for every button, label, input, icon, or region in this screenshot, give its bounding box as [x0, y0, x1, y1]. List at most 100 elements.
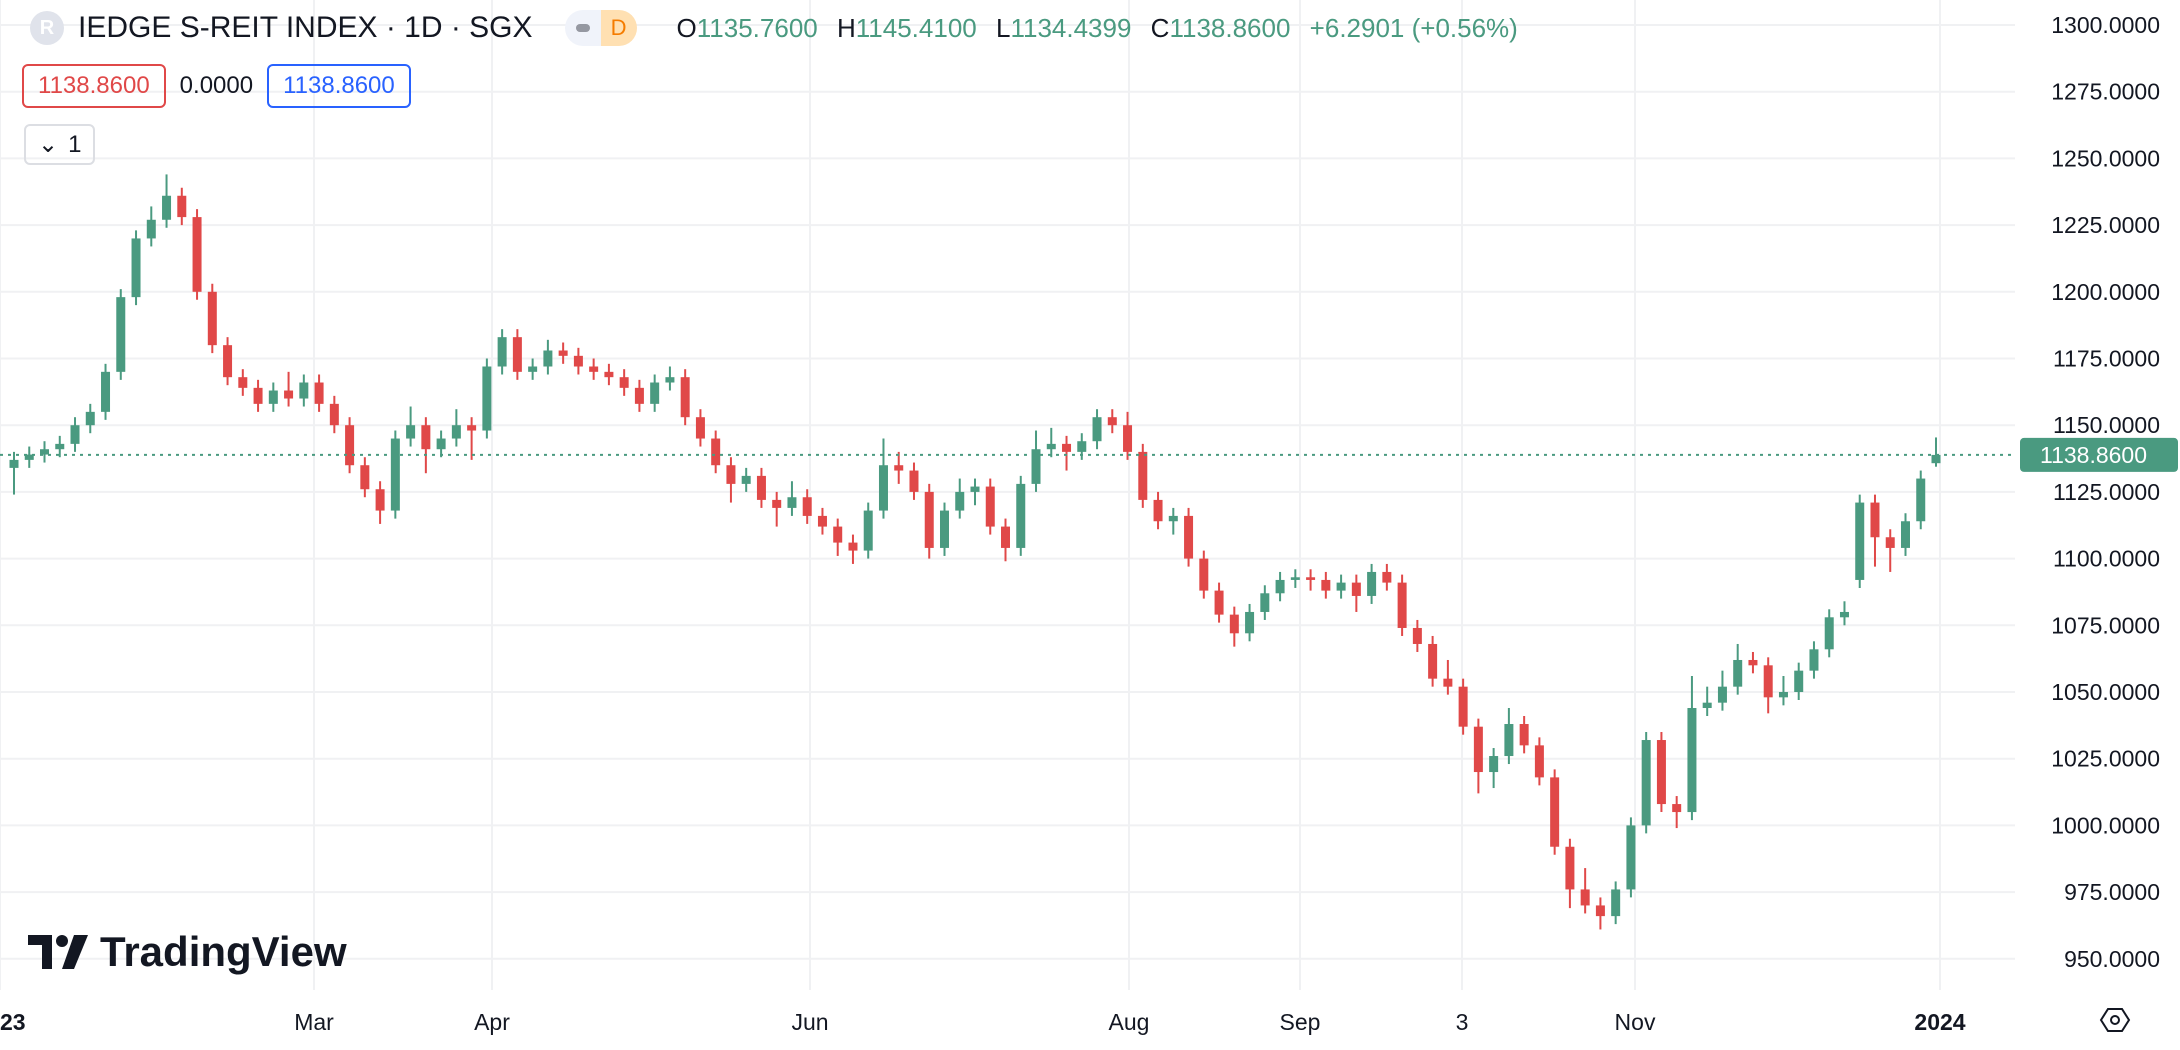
candle-body: [1839, 611, 1849, 618]
candle-body: [314, 382, 324, 404]
candle-body: [1367, 571, 1377, 596]
candle-body: [1565, 846, 1575, 890]
watermark-text: TradingView: [100, 928, 347, 975]
x-tick-label: 2024: [1914, 1009, 1965, 1035]
candle: [756, 467, 766, 508]
settings-icon[interactable]: [2099, 1008, 2131, 1032]
candle: [223, 337, 233, 386]
candle-body: [543, 350, 553, 367]
candle: [1321, 571, 1331, 599]
candle-body: [1672, 804, 1682, 813]
x-tick-label: Sep: [1280, 1009, 1321, 1035]
candle-body: [406, 425, 416, 439]
candle-body: [40, 449, 50, 455]
candle-body: [299, 382, 309, 399]
candle: [329, 395, 339, 434]
low-value: 1134.4399: [1010, 12, 1132, 43]
candle: [726, 457, 736, 503]
candle-body: [1184, 515, 1194, 559]
candle-body: [1473, 726, 1483, 773]
candle: [878, 438, 888, 519]
candle-body: [177, 195, 187, 218]
candle: [1473, 718, 1483, 794]
candle-body: [985, 486, 995, 527]
candle-body: [680, 377, 690, 418]
candle: [406, 406, 416, 447]
last-price-label: 1138.8600: [2020, 437, 2178, 472]
candle-body: [909, 470, 919, 492]
candle: [802, 489, 812, 524]
candle: [421, 417, 431, 474]
candle-body: [1275, 579, 1285, 594]
y-tick-label: 1275.0000: [2051, 79, 2160, 105]
candle: [1824, 609, 1834, 658]
candle-body: [1717, 686, 1727, 703]
candle-body: [558, 350, 568, 356]
interval-badge[interactable]: D: [564, 10, 637, 46]
y-tick-label: 950.0000: [2064, 946, 2160, 972]
candle-body: [1900, 521, 1910, 548]
candle-body: [1321, 579, 1331, 591]
candle: [1687, 675, 1697, 821]
candle: [299, 374, 309, 407]
candle-body: [238, 377, 248, 388]
candle-body: [1199, 558, 1209, 591]
sell-button[interactable]: 1138.8600: [22, 64, 166, 108]
collapse-indicators-button[interactable]: ⌄ 1: [24, 124, 96, 165]
candle-body: [9, 459, 19, 468]
candle: [924, 483, 934, 559]
candle: [85, 403, 95, 434]
candle: [1351, 574, 1361, 612]
candles: [9, 174, 1941, 930]
candle: [1489, 748, 1499, 789]
candle-body: [375, 489, 385, 511]
candle-body: [85, 411, 95, 426]
candle-body: [1824, 617, 1834, 650]
low-label: L: [995, 12, 1011, 43]
candle-body: [528, 366, 538, 372]
candle: [787, 481, 797, 516]
candle: [1001, 518, 1011, 562]
candle: [146, 206, 156, 247]
candle-body: [512, 337, 522, 372]
candle-body: [1580, 889, 1590, 906]
x-tick-label: Nov: [1615, 1009, 1656, 1035]
candle: [1504, 708, 1514, 765]
candle: [619, 369, 629, 396]
candle: [817, 507, 827, 535]
candle: [741, 467, 751, 492]
candle-body: [207, 291, 217, 346]
candle: [1153, 491, 1163, 530]
candle-body: [939, 510, 949, 548]
candle: [1809, 641, 1819, 679]
candle: [1229, 606, 1239, 647]
indicator-count: 1: [68, 130, 82, 158]
candle-body: [467, 425, 477, 431]
candle: [1046, 427, 1056, 458]
candle-body: [345, 425, 355, 466]
candle: [680, 369, 690, 426]
buy-button[interactable]: 1138.8600: [267, 64, 411, 108]
time-axis[interactable]: 2023 Mar Apr Jun Aug Sep 3 Nov 2024: [0, 1009, 1966, 1035]
candle: [1184, 507, 1194, 567]
candle: [543, 339, 553, 375]
candle: [634, 379, 644, 412]
candle-body: [1382, 571, 1392, 583]
candle: [711, 430, 721, 474]
change-value: +6.2901 (+0.56%): [1309, 12, 1518, 43]
candle-body: [1107, 417, 1117, 426]
x-tick-label: 2023: [0, 1009, 26, 1035]
candle-body: [1397, 582, 1407, 628]
tradingview-watermark[interactable]: TradingView: [28, 928, 347, 976]
symbol-title[interactable]: IEDGE S-REIT INDEX · 1D · SGX: [78, 11, 533, 44]
y-tick-label: 1125.0000: [2053, 479, 2160, 505]
x-tick-label: Aug: [1109, 1009, 1150, 1035]
candle: [1214, 582, 1224, 623]
candle: [848, 534, 858, 564]
candle: [1107, 409, 1117, 434]
candle-body: [1595, 905, 1605, 917]
candle-body: [589, 366, 599, 372]
candle: [1245, 603, 1255, 642]
price-axis[interactable]: 1300.0000 1275.0000 1250.0000 1225.0000 1200…: [2051, 12, 2160, 972]
